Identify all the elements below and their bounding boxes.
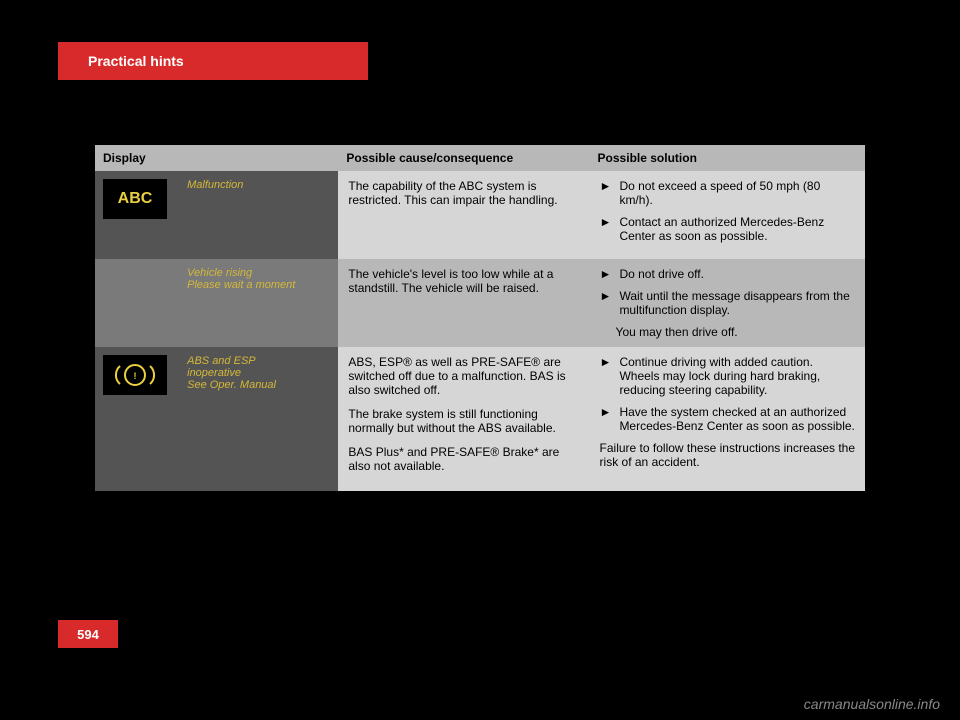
abc-icon-text: ABC: [118, 190, 153, 208]
table-row: Vehicle risingPlease wait a moment The v…: [95, 259, 865, 347]
display-text: Vehicle risingPlease wait a moment: [183, 259, 338, 347]
display-text: Malfunction: [183, 171, 338, 259]
col-display: Display: [95, 145, 338, 171]
section-title: Practical hints: [88, 53, 184, 69]
cause-text: ABS, ESP® as well as PRE-SAFE® are switc…: [338, 347, 589, 491]
table-row: ! ABS and ESPinoperativeSee Oper. Manual…: [95, 347, 865, 491]
table-row: ABC Malfunction The capability of the AB…: [95, 171, 865, 259]
page-number: 594: [77, 627, 99, 642]
abc-icon: ABC: [103, 179, 167, 219]
display-icon-cell: [95, 259, 183, 347]
svg-text:!: !: [134, 371, 137, 381]
col-solution: Possible solution: [590, 145, 865, 171]
page-number-box: 594: [58, 620, 118, 648]
display-text: ABS and ESPinoperativeSee Oper. Manual: [183, 347, 338, 491]
col-cause: Possible cause/consequence: [338, 145, 589, 171]
section-header-tab: Practical hints: [58, 42, 368, 80]
cause-text: The vehicle's level is too low while at …: [338, 259, 589, 347]
solution-text: ►Do not drive off. ►Wait until the messa…: [590, 259, 865, 347]
table-header-row: Display Possible cause/consequence Possi…: [95, 145, 865, 171]
cause-text: The capability of the ABC system is rest…: [338, 171, 589, 259]
warning-table: Display Possible cause/consequence Possi…: [95, 145, 865, 491]
solution-text: ►Continue driving with added caution. Wh…: [590, 347, 865, 491]
watermark: carmanualsonline.info: [804, 696, 940, 712]
abs-icon: !: [103, 355, 167, 395]
display-icon-cell: ABC: [95, 171, 183, 259]
display-icon-cell: !: [95, 347, 183, 491]
solution-text: ►Do not exceed a speed of 50 mph (80 km/…: [590, 171, 865, 259]
